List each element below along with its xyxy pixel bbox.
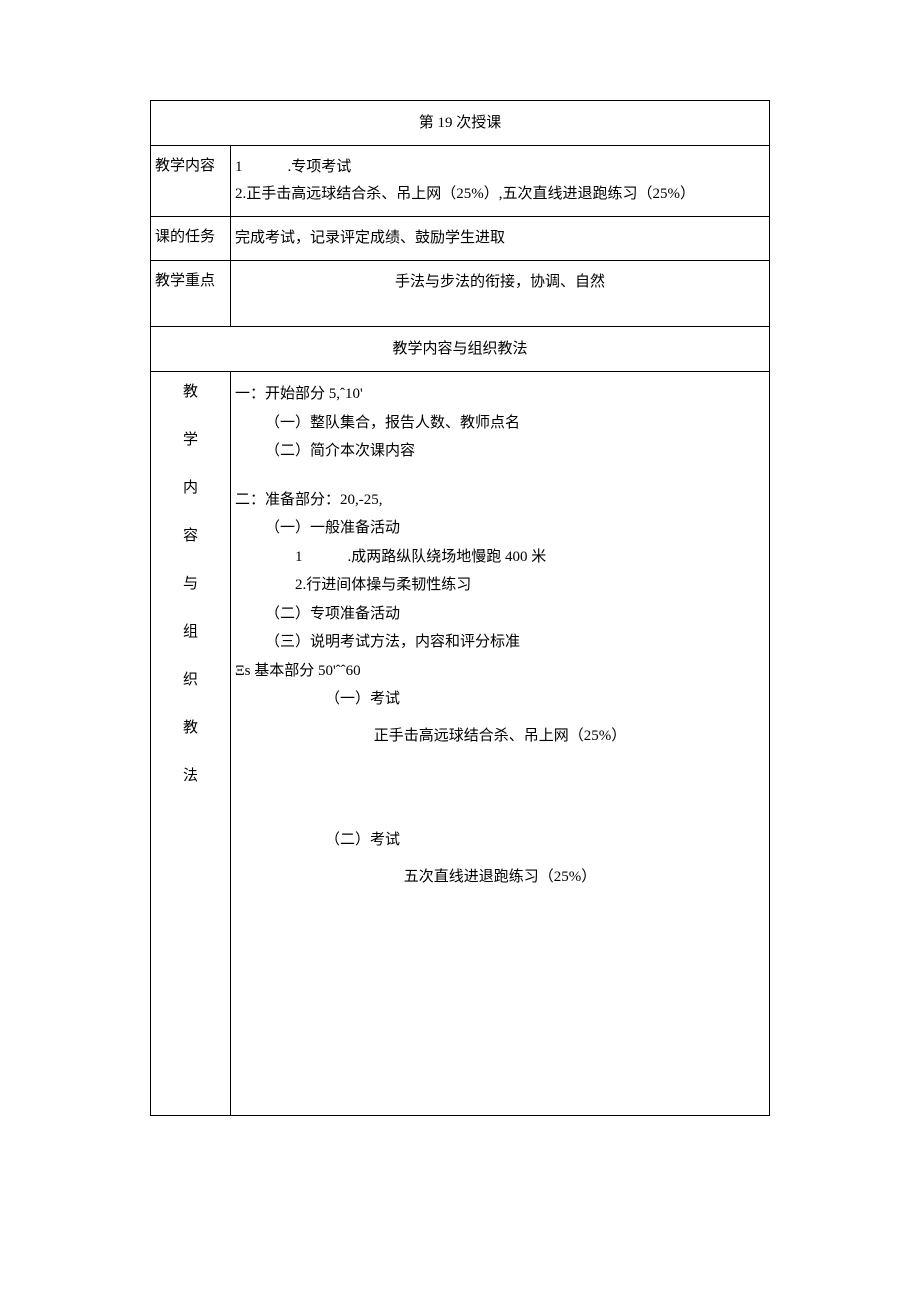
exam1-label: （一）考试 [235, 685, 765, 714]
teaching-focus-row: 教学重点 手法与步法的衔接，协调、自然 [151, 261, 770, 327]
v-char-7: 教 [155, 716, 226, 740]
part2-title: 二：准备部分：20,-25, [235, 486, 765, 515]
tc-line2: 2.正手击高远球结合杀、吊上网（25%）,五次直线进退跑练习（25%） [235, 181, 765, 208]
part2-sub2: 2.行进间体操与柔韧性练习 [235, 571, 765, 600]
tc-line1: 1 .专项考试 [235, 154, 765, 181]
v-char-5: 组 [155, 620, 226, 644]
spacer [235, 466, 765, 486]
exam2-label: （二）考试 [235, 826, 765, 855]
vertical-label-cell: 教 学 内 容 与 组 织 教 法 [151, 372, 231, 1116]
part2-sub1: 1 .成两路纵队绕场地慢跑 400 米 [235, 543, 765, 572]
part1-item1: （一）整队集合，报告人数、教师点名 [235, 409, 765, 438]
v-char-6: 织 [155, 668, 226, 692]
lesson-task-label: 课的任务 [151, 217, 231, 261]
v-char-8: 法 [155, 764, 226, 788]
bottom-spacer [235, 907, 765, 1107]
part1-item2: （二）简介本次课内容 [235, 437, 765, 466]
v-char-3: 容 [155, 524, 226, 548]
lesson-plan-table: 第 19 次授课 教学内容 1 .专项考试 2.正手击高远球结合杀、吊上网（25… [150, 100, 770, 1116]
part2-item1: （一）一般准备活动 [235, 514, 765, 543]
part1-title: 一：开始部分 5,ˆ10' [235, 380, 765, 409]
part2-item3: （三）说明考试方法，内容和评分标准 [235, 628, 765, 657]
lesson-title: 第 19 次授课 [151, 101, 770, 146]
spacer [235, 766, 765, 826]
v-char-2: 内 [155, 476, 226, 500]
teaching-focus-label: 教学重点 [151, 261, 231, 327]
v-char-0: 教 [155, 380, 226, 404]
title-row: 第 19 次授课 [151, 101, 770, 146]
teaching-content-row: 教学内容 1 .专项考试 2.正手击高远球结合杀、吊上网（25%）,五次直线进退… [151, 146, 770, 217]
lesson-task-value: 完成考试，记录评定成绩、鼓励学生进取 [231, 217, 770, 261]
main-body-row: 教 学 内 容 与 组 织 教 法 一：开始部分 5,ˆ10' （一）整队集合，… [151, 372, 770, 1116]
lesson-task-row: 课的任务 完成考试，记录评定成绩、鼓励学生进取 [151, 217, 770, 261]
section-header-text: 教学内容与组织教法 [151, 327, 770, 372]
teaching-content-value: 1 .专项考试 2.正手击高远球结合杀、吊上网（25%）,五次直线进退跑练习（2… [231, 146, 770, 217]
section-header-row: 教学内容与组织教法 [151, 327, 770, 372]
teaching-focus-value: 手法与步法的衔接，协调、自然 [231, 261, 770, 327]
teaching-content-label: 教学内容 [151, 146, 231, 217]
v-char-4: 与 [155, 572, 226, 596]
exam1-text: 正手击高远球结合杀、吊上网（25%） [235, 722, 765, 751]
part3-title: Ξs 基本部分 50'ˆˆ60 [235, 657, 765, 686]
v-char-1: 学 [155, 428, 226, 452]
exam2-text: 五次直线进退跑练习（25%） [235, 863, 765, 892]
part2-item2: （二）专项准备活动 [235, 600, 765, 629]
main-content-cell: 一：开始部分 5,ˆ10' （一）整队集合，报告人数、教师点名 （二）简介本次课… [231, 372, 770, 1116]
